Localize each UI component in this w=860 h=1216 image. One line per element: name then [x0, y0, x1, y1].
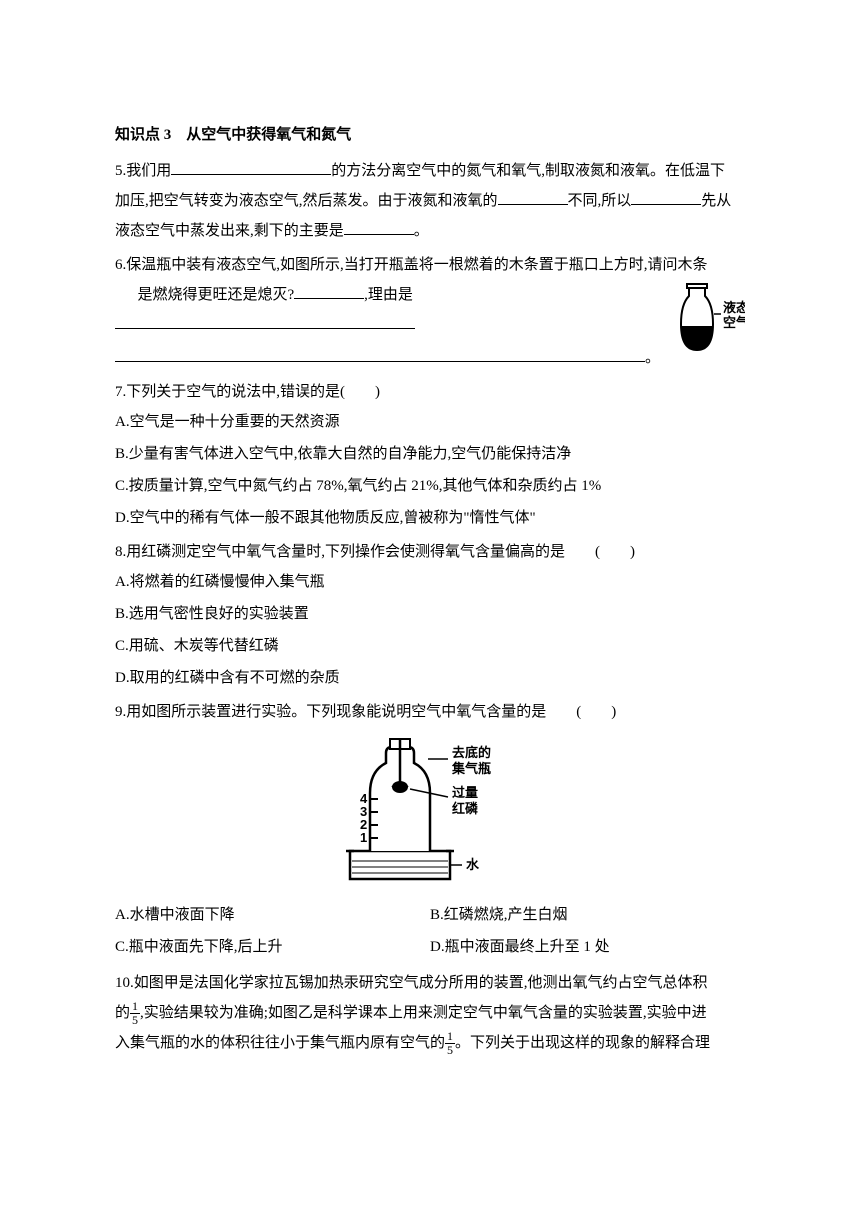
- q9-options: A.水槽中液面下降 B.红磷燃烧,产生白烟 C.瓶中液面先下降,后上升 D.瓶中…: [115, 900, 745, 964]
- question-7: 7.下列关于空气的说法中,错误的是( ) A.空气是一种十分重要的天然资源 B.…: [115, 377, 745, 533]
- svg-text:水: 水: [466, 857, 480, 872]
- blank: [498, 190, 568, 205]
- q5-line3: 液态空气中蒸发出来,剩下的主要是 。: [115, 216, 745, 246]
- question-9: 9.用如图所示装置进行实验。下列现象能说明空气中氧气含量的是 ( ): [115, 697, 745, 964]
- q5-p3a: 液态空气中蒸发出来,剩下的主要是: [115, 223, 344, 239]
- q8-optC: C.用硫、木炭等代替红磷: [115, 631, 745, 661]
- q6-line2: 是燃烧得更旺还是熄灭? ,理由是: [115, 280, 745, 340]
- flask-svg: 液态 空气: [675, 282, 745, 362]
- q10-p2a: 的: [115, 1005, 130, 1021]
- svg-text:红磷: 红磷: [452, 801, 479, 816]
- q7-optA: A.空气是一种十分重要的天然资源: [115, 407, 745, 437]
- svg-text:液态: 液态: [723, 300, 745, 315]
- fraction: 15: [445, 1030, 455, 1056]
- q5-line2: 加压,把空气转变为液态空气,然后蒸发。由于液氮和液氧的 不同,所以 先从: [115, 186, 745, 216]
- frac-num: 1: [445, 1030, 455, 1044]
- q6-p2b: ,理由是: [364, 287, 413, 303]
- q5-p2b: 不同,所以: [568, 193, 632, 209]
- q7-stem: 7.下列关于空气的说法中,错误的是( ): [115, 377, 745, 407]
- fraction: 15: [130, 1000, 140, 1026]
- frac-den: 5: [445, 1044, 455, 1057]
- q10-p3b: 。下列关于出现这样的现象的解释合理: [455, 1035, 710, 1051]
- section-title: 知识点 3 从空气中获得氧气和氮气: [115, 120, 745, 150]
- q5-line1: 5.我们用 的方法分离空气中的氮气和氧气,制取液氮和液氧。在低温下: [115, 156, 745, 186]
- frac-den: 5: [130, 1014, 140, 1027]
- q5-p2c: 先从: [701, 193, 731, 209]
- blank: [171, 160, 331, 175]
- svg-text:1: 1: [360, 830, 367, 845]
- q9-optB: B.红磷燃烧,产生白烟: [430, 900, 745, 930]
- q10-line3: 入集气瓶的水的体积往往小于集气瓶内原有空气的15。下列关于出现这样的现象的解释合…: [115, 1028, 745, 1058]
- question-6: 6.保温瓶中装有液态空气,如图所示,当打开瓶盖将一根燃着的木条置于瓶口上方时,请…: [115, 250, 745, 373]
- blank: [631, 190, 701, 205]
- q10-line1: 10.如图甲是法国化学家拉瓦锡加热汞研究空气成分所用的装置,他测出氧气约占空气总…: [115, 968, 745, 998]
- q6-line1: 6.保温瓶中装有液态空气,如图所示,当打开瓶盖将一根燃着的木条置于瓶口上方时,请…: [115, 250, 745, 280]
- q6-p3end: 。: [645, 350, 660, 366]
- q9-optA: A.水槽中液面下降: [115, 900, 430, 930]
- q8-optA: A.将燃着的红磷慢慢伸入集气瓶: [115, 567, 745, 597]
- q5-p2a: 加压,把空气转变为液态空气,然后蒸发。由于液氮和液氧的: [115, 193, 498, 209]
- q7-optC: C.按质量计算,空气中氮气约占 78%,氧气约占 21%,其他气体和杂质约占 1…: [115, 471, 745, 501]
- q10-line2: 的15,实验结果较为准确;如图乙是科学课本上用来测定空气中氧气含量的实验装置,实…: [115, 998, 745, 1028]
- blank: [294, 284, 364, 299]
- q9-optD: D.瓶中液面最终上升至 1 处: [430, 932, 745, 962]
- svg-text:空气: 空气: [723, 315, 745, 330]
- q5-p3b: 。: [414, 223, 429, 239]
- q9-optC: C.瓶中液面先下降,后上升: [115, 932, 430, 962]
- svg-text:过量: 过量: [452, 785, 478, 800]
- q10-p3a: 入集气瓶的水的体积往往小于集气瓶内原有空气的: [115, 1035, 445, 1051]
- q5-p1a: 5.我们用: [115, 163, 171, 179]
- flask-diagram: 液态 空气: [675, 282, 745, 373]
- blank: [115, 314, 415, 329]
- svg-text:去底的: 去底的: [452, 745, 491, 760]
- question-5: 5.我们用 的方法分离空气中的氮气和氧气,制取液氮和液氧。在低温下 加压,把空气转…: [115, 156, 745, 246]
- blank: [344, 220, 414, 235]
- q7-optD: D.空气中的稀有气体一般不跟其他物质反应,曾被称为"惰性气体": [115, 503, 745, 533]
- q6-p2a: 是燃烧得更旺还是熄灭?: [138, 287, 295, 303]
- question-10: 10.如图甲是法国化学家拉瓦锡加热汞研究空气成分所用的装置,他测出氧气约占空气总…: [115, 968, 745, 1058]
- q9-diagram: 4 3 2 1 去底的 集气瓶 过量 红磷 水: [115, 733, 745, 894]
- q5-p1b: 的方法分离空气中的氮气和氧气,制取液氮和液氧。在低温下: [331, 163, 725, 179]
- svg-text:集气瓶: 集气瓶: [451, 761, 491, 776]
- q10-p2b: ,实验结果较为准确;如图乙是科学课本上用来测定空气中氧气含量的实验装置,实验中进: [140, 1005, 707, 1021]
- q8-optD: D.取用的红磷中含有不可燃的杂质: [115, 663, 745, 693]
- bottle-svg: 4 3 2 1 去底的 集气瓶 过量 红磷 水: [320, 733, 540, 883]
- q9-stem: 9.用如图所示装置进行实验。下列现象能说明空气中氧气含量的是 ( ): [115, 697, 745, 727]
- q8-optB: B.选用气密性良好的实验装置: [115, 599, 745, 629]
- q7-optB: B.少量有害气体进入空气中,依靠大自然的自净能力,空气仍能保持洁净: [115, 439, 745, 469]
- q6-line3: 。: [115, 340, 745, 373]
- q8-stem: 8.用红磷测定空气中氧气含量时,下列操作会使测得氧气含量偏高的是 ( ): [115, 537, 745, 567]
- question-8: 8.用红磷测定空气中氧气含量时,下列操作会使测得氧气含量偏高的是 ( ) A.将…: [115, 537, 745, 693]
- frac-num: 1: [130, 1000, 140, 1014]
- blank: [115, 344, 645, 362]
